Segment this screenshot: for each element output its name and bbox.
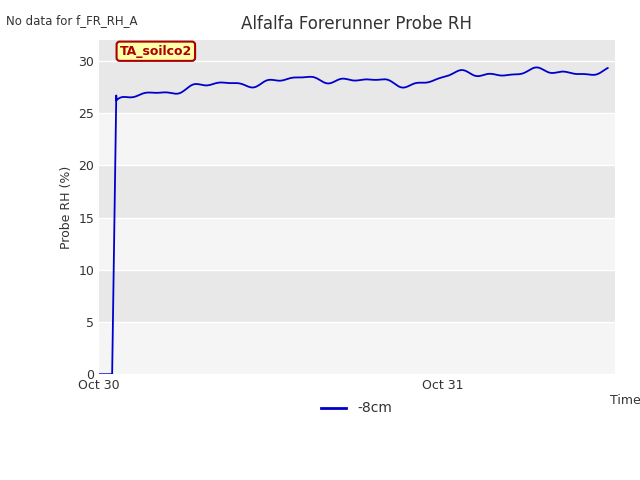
Bar xyxy=(99,113,614,166)
Bar xyxy=(99,61,614,113)
Text: No data for f_FR_RH_A: No data for f_FR_RH_A xyxy=(6,14,138,27)
Title: Alfalfa Forerunner Probe RH: Alfalfa Forerunner Probe RH xyxy=(241,15,472,33)
Text: TA_soilco2: TA_soilco2 xyxy=(120,45,192,58)
Y-axis label: Probe RH (%): Probe RH (%) xyxy=(60,166,73,249)
Bar xyxy=(99,270,614,322)
Legend: -8cm: -8cm xyxy=(316,396,398,421)
X-axis label: Time: Time xyxy=(609,395,640,408)
Bar xyxy=(99,322,614,374)
Bar xyxy=(99,218,614,270)
Bar xyxy=(99,166,614,218)
